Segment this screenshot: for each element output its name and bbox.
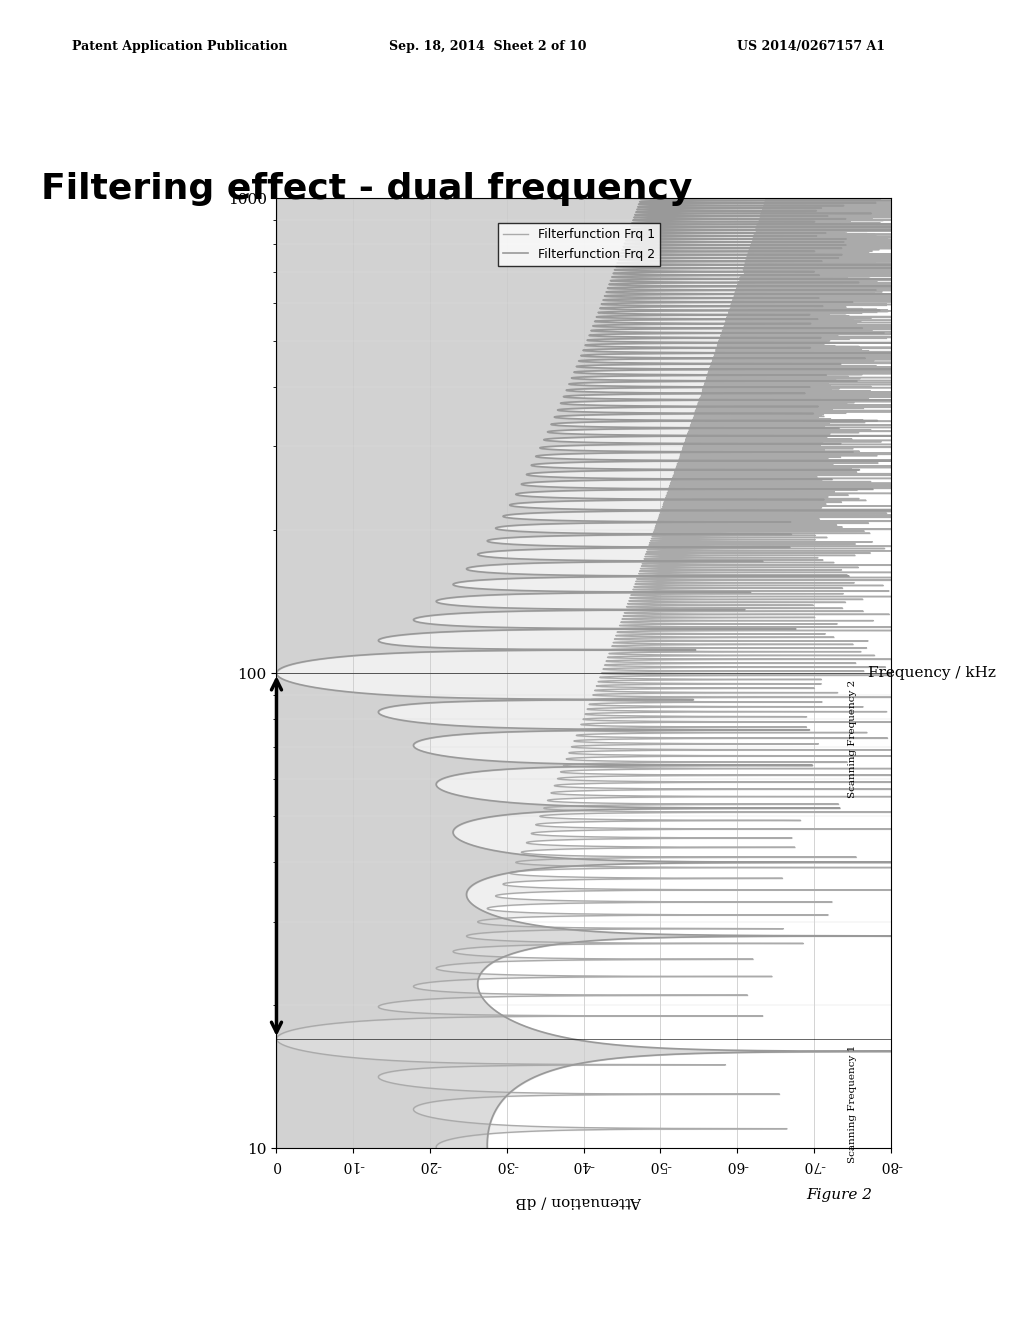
Filterfunction Frq 2 (760, 436, 772, 451)
Text: Filtering effect - dual frequency: Filtering effect - dual frequency (41, 172, 692, 206)
Legend: Filterfunction Frq 1, Filterfunction Frq 2: Filterfunction Frq 1, Filterfunction Frq… (498, 223, 659, 265)
Text: Figure 2: Figure 2 (807, 1188, 872, 1201)
Text: Scanning Frequency 2: Scanning Frequency 2 (848, 680, 857, 797)
Line: Filterfunction Frq 1: Filterfunction Frq 1 (276, 198, 891, 1148)
Text: Sep. 18, 2014  Sheet 2 of 10: Sep. 18, 2014 Sheet 2 of 10 (389, 40, 587, 53)
Filterfunction Frq 2 (496, 1093, 508, 1109)
Filterfunction Frq 2 (688, 385, 700, 401)
Filterfunction Frq 2 (512, 537, 524, 553)
Filterfunction Frq 1 (760, 190, 772, 206)
Text: Scanning Frequency 1: Scanning Frequency 1 (848, 1045, 857, 1163)
Filterfunction Frq 1 (430, 1140, 442, 1156)
Filterfunction Frq 2 (451, 578, 463, 594)
Filterfunction Frq 1 (435, 1093, 447, 1109)
Text: Frequency / kHz: Frequency / kHz (868, 667, 995, 680)
Line: Filterfunction Frq 2: Filterfunction Frq 2 (276, 198, 891, 1148)
Text: Patent Application Publication: Patent Application Publication (72, 40, 287, 53)
Text: Attenuation / dB: Attenuation / dB (515, 1195, 642, 1208)
Text: US 2014/0267157 A1: US 2014/0267157 A1 (737, 40, 886, 53)
Filterfunction Frq 2 (481, 1140, 494, 1156)
Filterfunction Frq 1 (666, 537, 678, 553)
Filterfunction Frq 2 (885, 190, 897, 206)
Filterfunction Frq 1 (724, 385, 736, 401)
Filterfunction Frq 1 (679, 436, 691, 451)
Filterfunction Frq 1 (656, 578, 669, 594)
Filterfunction Frq 2 (529, 796, 542, 812)
Filterfunction Frq 1 (762, 796, 774, 812)
